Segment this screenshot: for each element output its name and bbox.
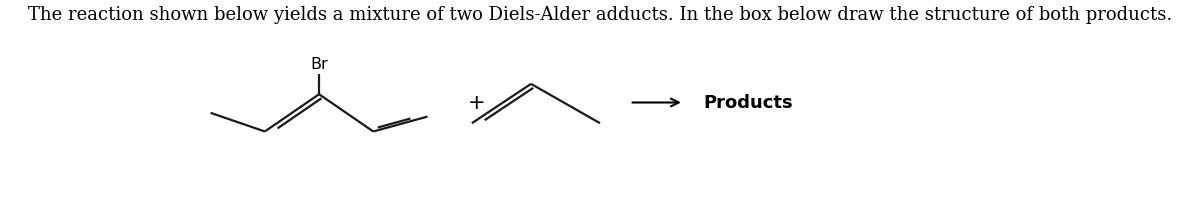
Text: Br: Br [310, 57, 328, 72]
Text: +: + [468, 93, 486, 113]
Text: Products: Products [703, 94, 793, 112]
Text: The reaction shown below yields a mixture of two Diels-Alder adducts. In the box: The reaction shown below yields a mixtur… [28, 6, 1172, 24]
